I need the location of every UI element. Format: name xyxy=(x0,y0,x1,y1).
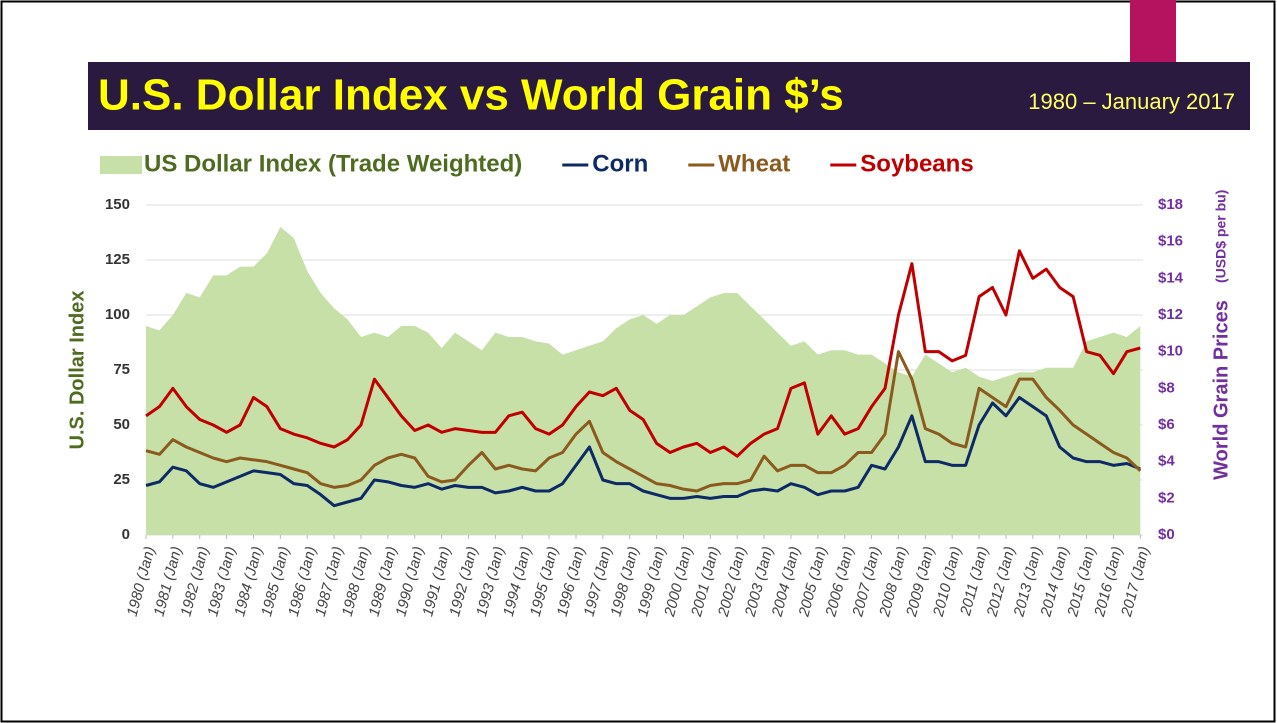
legend-label: Corn xyxy=(592,150,648,177)
plot xyxy=(145,227,1142,535)
legend-swatch xyxy=(100,156,142,174)
y-axis-title: U.S. Dollar Index xyxy=(66,291,88,450)
y-tick-label: 50 xyxy=(113,416,130,433)
y-tick-label: 0 xyxy=(122,526,130,543)
legend-label: Soybeans xyxy=(860,150,973,177)
chart-subtitle: 1980 – January 2017 xyxy=(1028,89,1235,114)
y2-tick-label: $16 xyxy=(1158,233,1183,250)
y2-tick-label: $6 xyxy=(1158,416,1175,433)
y2-tick-label: $0 xyxy=(1158,526,1175,543)
y2-tick-label: $12 xyxy=(1158,306,1183,323)
y2-tick-label: $10 xyxy=(1158,343,1183,360)
y2-axis-title-main: World Grain Prices xyxy=(1210,300,1232,480)
accent-block xyxy=(1130,0,1176,62)
title-bar xyxy=(88,62,1250,130)
y2-tick-label: $18 xyxy=(1158,196,1183,213)
legend-label: US Dollar Index (Trade Weighted) xyxy=(144,150,522,177)
y2-axis-title-unit: (USD$ per bu) xyxy=(1213,190,1229,283)
legend: US Dollar Index (Trade Weighted) Corn Whea… xyxy=(100,150,974,177)
y-tick-label: 75 xyxy=(113,361,130,378)
y-tick-label: 125 xyxy=(105,251,130,268)
y-tick-label: 150 xyxy=(105,196,130,213)
y2-axis-title: World Grain Prices (USD$ per bu) xyxy=(1210,190,1232,480)
legend-label: Wheat xyxy=(718,150,790,177)
line xyxy=(145,350,1142,493)
axes: 0 25 50 75 100 125 150 $0 $2 $4 $6 $8 $10 $12 $14 $16 $1… xyxy=(105,196,1184,619)
y2-tick-label: $8 xyxy=(1158,379,1175,396)
y2-tick-label: $2 xyxy=(1158,489,1175,506)
y-tick-label: 25 xyxy=(113,471,130,488)
y-tick-label: 100 xyxy=(105,306,130,323)
line xyxy=(145,396,1141,508)
line xyxy=(145,249,1141,458)
y2-tick-label: $4 xyxy=(1158,453,1175,470)
y2-tick-label: $14 xyxy=(1158,269,1184,286)
chart-title: U.S. Dollar Index vs World Grain $’s xyxy=(98,71,844,120)
